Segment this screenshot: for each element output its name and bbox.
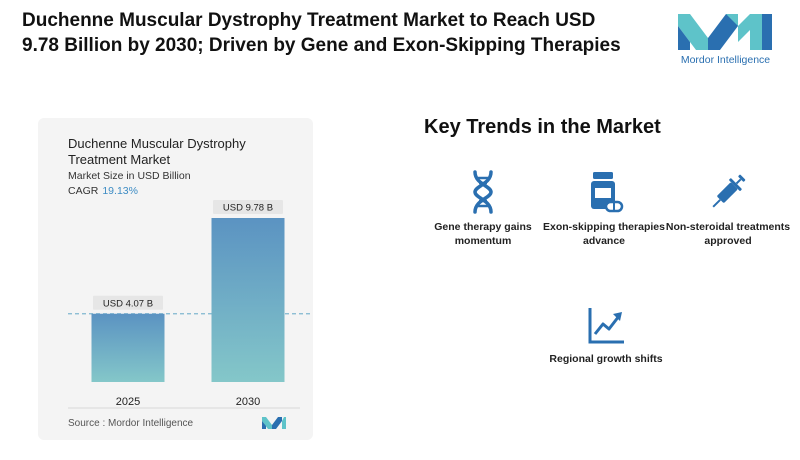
trend-item-non-steroidal: Non-steroidal treatments approved [658,170,798,248]
data-label-bg [213,200,283,214]
trend-item-exon-skipping: Exon-skipping therapies advance [534,170,674,248]
trend-label: Regional growth shifts [549,353,663,365]
cagr-label: CAGR [68,185,99,197]
chart-title: Duchenne Muscular Dystrophy Treatment Ma… [68,136,246,167]
data-label: USD 9.78 B [223,203,273,214]
x-tick-label: 2030 [236,396,260,408]
trend-item-regional-growth: Regional growth shifts [536,302,676,366]
chart-source: Source : Mordor Intelligence [68,418,194,429]
mini-logo-icon [262,417,286,429]
trend-label: Gene therapy gains momentum [434,221,532,247]
data-label-bg [93,295,163,310]
growth-chart-icon [588,308,624,344]
cagr-line: CAGR 19.13% [68,185,138,197]
trend-label: Non-steroidal treatments approved [665,221,791,247]
trends-title: Key Trends in the Market [424,116,661,138]
bar-2030 [211,218,285,382]
bar-2025 [91,313,165,382]
cagr-value: 19.13% [102,185,138,197]
mordor-logo-icon [678,14,772,50]
chart-subtitle: Market Size in USD Billion [68,170,191,182]
x-tick-label: 2025 [116,396,140,408]
syringe-icon [712,174,746,208]
brand-logo: Mordor Intelligence [668,12,783,70]
data-label: USD 4.07 B [103,298,153,309]
brand-name: Mordor Intelligence [680,54,771,66]
dna-icon [473,170,493,214]
trend-label: Exon-skipping therapies advance [543,221,665,247]
page-headline: Duchenne Muscular Dystrophy Treatment Ma… [22,10,621,56]
trend-item-gene-therapy: Gene therapy gains momentum [413,170,553,248]
pill-bottle-icon [591,172,624,213]
